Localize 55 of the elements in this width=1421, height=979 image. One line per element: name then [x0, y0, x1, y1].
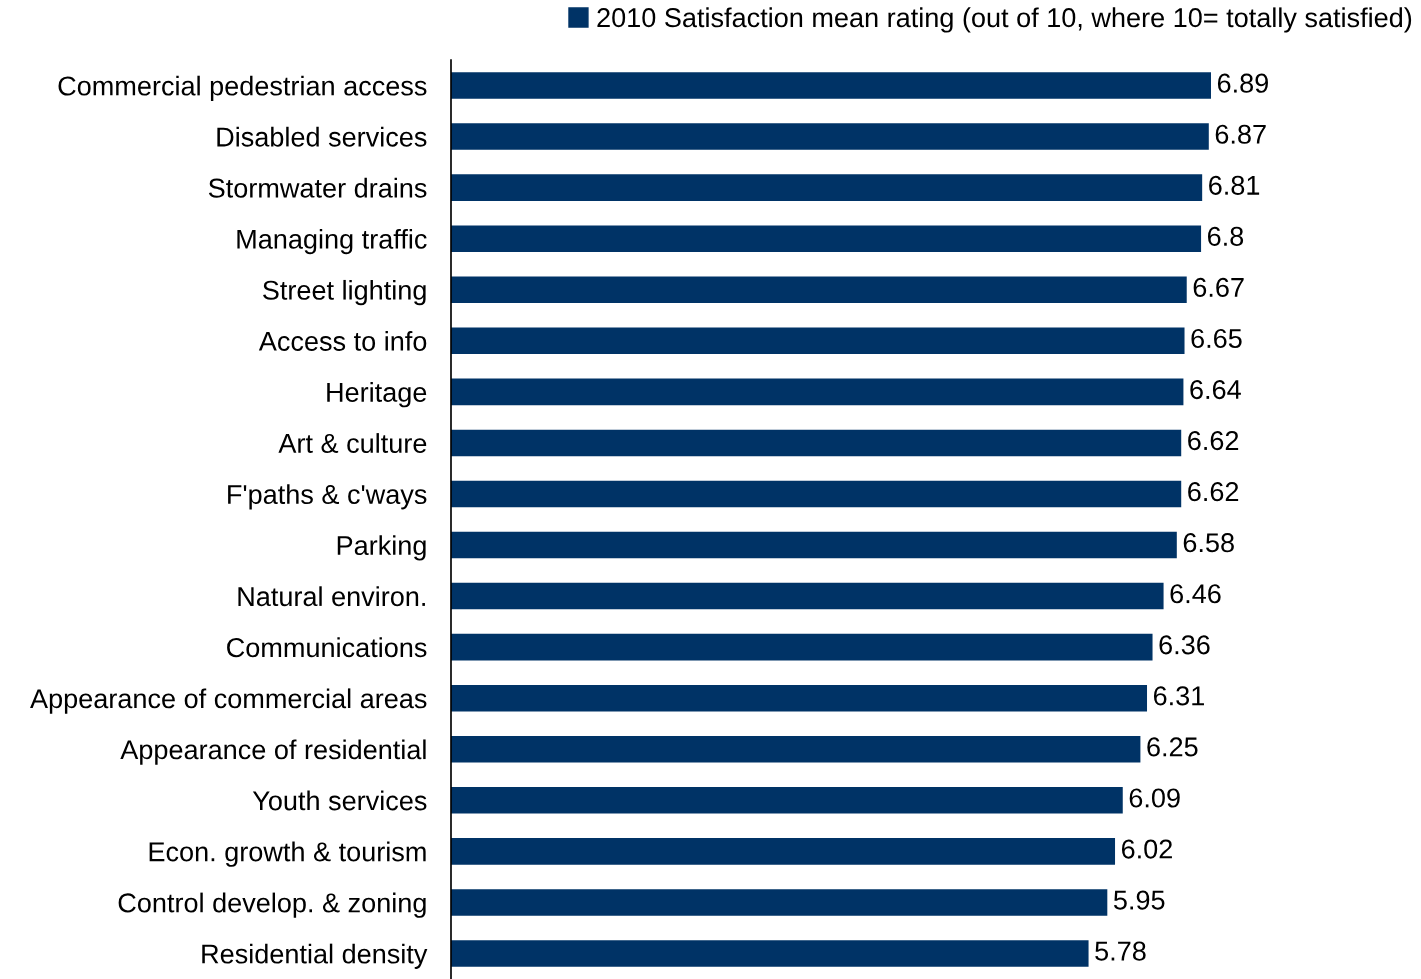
data-label: 6.02 [1121, 839, 1172, 859]
bar [451, 787, 1123, 814]
bar [451, 378, 1184, 406]
y-tick-label: Communications [227, 637, 427, 658]
data-label: 6.81 [1209, 175, 1260, 195]
y-tick-label: Disabled services [217, 126, 427, 147]
y-tick-label: Commercial pedestrian access [58, 75, 427, 101]
legend-label: 2010 Satisfaction mean rating (out of 10, where 10= totally satisfied) [597, 7, 1412, 33]
y-tick-label: Natural environ. [238, 586, 425, 607]
y-tick-label: Residential density [202, 943, 428, 969]
bar [451, 633, 1153, 661]
y-tick-label: Managing traffic [237, 228, 427, 255]
bar [451, 276, 1187, 304]
y-tick-label: Access to info [258, 330, 427, 351]
bar [451, 123, 1209, 150]
bar [451, 480, 1182, 508]
y-tick-label: Econ. growth & tourism [149, 841, 426, 867]
bar [451, 327, 1185, 355]
bar [451, 889, 1108, 916]
data-label: 6.62 [1188, 482, 1239, 502]
data-label: 6.36 [1159, 635, 1210, 655]
y-tick-label: Heritage [327, 382, 427, 408]
bar [451, 429, 1182, 457]
y-tick-label: Youth services [252, 790, 427, 811]
data-label: 6.25 [1147, 737, 1198, 757]
y-tick-label: Parking [337, 535, 426, 561]
bar [451, 72, 1211, 99]
y-tick-label: Street lighting [263, 279, 426, 306]
data-label: 6.46 [1170, 584, 1221, 604]
bar [451, 174, 1203, 201]
bar [451, 684, 1148, 712]
data-label: 6.8 [1208, 226, 1244, 246]
y-tick-label: Appearance of residential [120, 739, 426, 765]
data-label: 6.09 [1129, 788, 1180, 808]
y-tick-label: Stormwater drains [208, 177, 427, 198]
bar [451, 225, 1202, 252]
y-tick-label: Appearance of commercial areas [30, 688, 427, 714]
y-tick-label: Control develop. & zoning [118, 892, 426, 918]
data-label: 5.95 [1113, 890, 1165, 910]
data-label: 6.89 [1217, 73, 1268, 93]
data-label: 6.58 [1183, 533, 1234, 553]
data-label: 6.31 [1153, 686, 1204, 706]
data-label: 6.87 [1215, 124, 1266, 144]
bar [451, 940, 1089, 967]
bar [451, 582, 1164, 610]
data-label: 6.62 [1188, 431, 1239, 451]
bar [451, 735, 1141, 763]
data-label: 6.65 [1191, 328, 1242, 349]
data-label: 6.67 [1193, 277, 1244, 298]
data-label: 6.64 [1190, 379, 1241, 400]
y-tick-label: F'paths & c'ways [228, 484, 427, 510]
y-tick-label: Art & culture [278, 433, 427, 453]
data-label: 5.78 [1095, 941, 1146, 961]
bar [451, 531, 1177, 559]
bar [451, 838, 1116, 865]
